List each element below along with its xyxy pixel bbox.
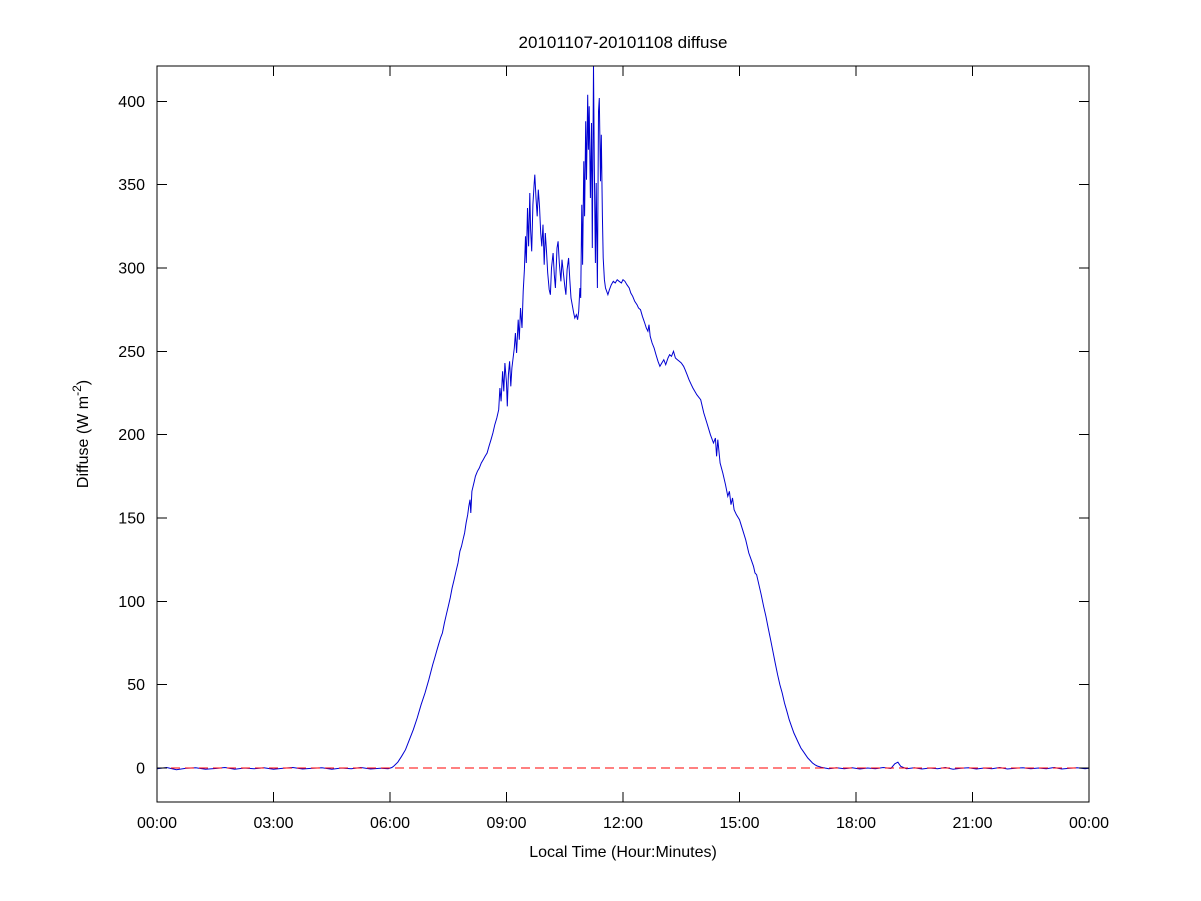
y-tick-label: 150 bbox=[118, 511, 145, 528]
x-tick-label: 18:00 bbox=[836, 815, 876, 832]
y-tick-label: 350 bbox=[118, 177, 145, 194]
x-tick-label: 03:00 bbox=[253, 815, 293, 832]
series-diffuse-irradiance bbox=[157, 66, 1089, 771]
y-tick-label: 300 bbox=[118, 261, 145, 278]
x-tick-label: 15:00 bbox=[719, 815, 759, 832]
y-axis-label: Diffuse (W m-2) bbox=[70, 380, 92, 488]
x-tick-label: 21:00 bbox=[952, 815, 992, 832]
chart-title: 20101107-20101108 diffuse bbox=[519, 33, 728, 52]
y-tick-label: 200 bbox=[118, 427, 145, 444]
x-tick-label: 09:00 bbox=[486, 815, 526, 832]
x-tick-label: 00:00 bbox=[1069, 815, 1109, 832]
y-tick-label: 0 bbox=[136, 761, 145, 778]
y-tick-label: 400 bbox=[118, 94, 145, 111]
x-tick-label: 06:00 bbox=[370, 815, 410, 832]
y-tick-label: 250 bbox=[118, 344, 145, 361]
x-tick-label: 12:00 bbox=[603, 815, 643, 832]
x-tick-label: 00:00 bbox=[137, 815, 177, 832]
plot-border bbox=[156, 65, 1090, 803]
x-axis-label: Local Time (Hour:Minutes) bbox=[529, 844, 717, 861]
axes-box bbox=[156, 65, 1090, 803]
y-tick-label: 50 bbox=[127, 677, 145, 694]
tick-labels: 00:00 03:00 06:00 09:00 12:00 15:00 18:00 21:00… bbox=[118, 94, 1109, 832]
y-tick-label: 100 bbox=[118, 594, 145, 611]
plot-series-area bbox=[157, 66, 1089, 771]
